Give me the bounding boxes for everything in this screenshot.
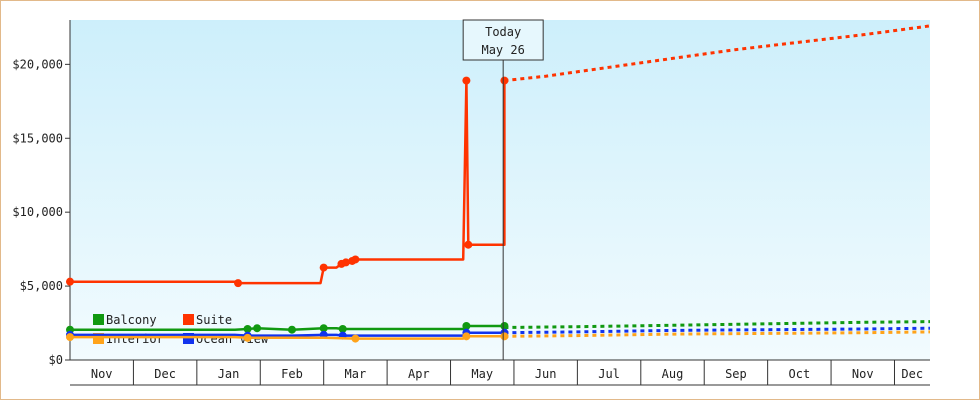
y-axis: $0 $5,000 $10,000 $15,000 $20,000: [12, 20, 71, 367]
data-point-balcony: [287, 325, 296, 334]
data-point-interior: [66, 333, 74, 342]
data-point-suite: [462, 76, 471, 85]
data-point-interior: [462, 332, 471, 341]
data-point-balcony: [253, 324, 262, 333]
data-point-suite: [319, 263, 328, 272]
legend-swatch: [183, 333, 194, 344]
x-tick-label: Apr: [408, 367, 430, 381]
y-tick-label: $0: [49, 353, 63, 367]
legend-swatch: [183, 314, 194, 325]
legend-item-suite: Suite: [183, 313, 232, 327]
x-tick-label: Dec: [154, 367, 176, 381]
y-tick-label: $10,000: [12, 205, 63, 219]
x-tick-label: Nov: [91, 367, 113, 381]
forecast-line-ocean-view: [504, 326, 931, 335]
today-label: Today: [485, 25, 521, 39]
series-suite: [66, 24, 931, 288]
x-tick-label: Feb: [281, 367, 303, 381]
data-point-interior: [500, 332, 509, 341]
data-point-suite: [341, 258, 350, 267]
data-point-suite: [351, 255, 360, 264]
data-point-suite: [234, 279, 243, 288]
data-point-suite: [500, 76, 509, 85]
series-balcony: [66, 320, 931, 334]
y-tick-label: $5,000: [20, 279, 63, 293]
data-point-balcony: [500, 322, 509, 330]
x-tick-label: Jul: [598, 367, 620, 381]
legend-swatch: [93, 333, 104, 344]
x-tick-label: Aug: [662, 367, 684, 381]
data-point-interior: [351, 334, 360, 343]
data-point-suite: [464, 240, 473, 249]
x-tick-label: Jun: [535, 367, 557, 381]
x-tick-label: Jan: [218, 367, 240, 381]
series-layer: [66, 24, 931, 343]
legend-label: Suite: [196, 313, 232, 327]
data-point-balcony: [462, 322, 471, 330]
forecast-line-suite: [504, 24, 931, 83]
x-tick-label: Sep: [725, 367, 747, 381]
legend-item-balcony: Balcony: [93, 313, 157, 327]
today-date: May 26: [481, 43, 524, 57]
legend-swatch: [93, 314, 104, 325]
data-point-balcony: [319, 324, 328, 333]
y-tick-label: $15,000: [12, 131, 63, 145]
x-tick-label: Oct: [789, 367, 811, 381]
today-box: [462, 19, 544, 61]
forecast-line-interior: [504, 330, 931, 338]
legend-label: Balcony: [106, 313, 157, 327]
data-point-suite: [66, 277, 74, 286]
forecast-line-balcony: [504, 320, 931, 329]
plot-background: [70, 20, 930, 360]
data-point-balcony: [243, 324, 252, 333]
x-tick-label: May: [471, 367, 493, 381]
series-interior: [66, 330, 931, 343]
x-axis: Nov Dec Jan Feb Mar Apr May Jun Jul Aug Sep Oct Nov D…: [70, 359, 930, 386]
x-tick-label: Mar: [345, 367, 367, 381]
x-tick-label: Nov: [852, 367, 874, 381]
today-marker: Today May 26: [462, 19, 544, 360]
data-point-interior: [243, 333, 252, 342]
x-tick-label: Dec: [901, 367, 923, 381]
y-tick-label: $20,000: [12, 57, 63, 71]
data-point-balcony: [338, 324, 347, 333]
